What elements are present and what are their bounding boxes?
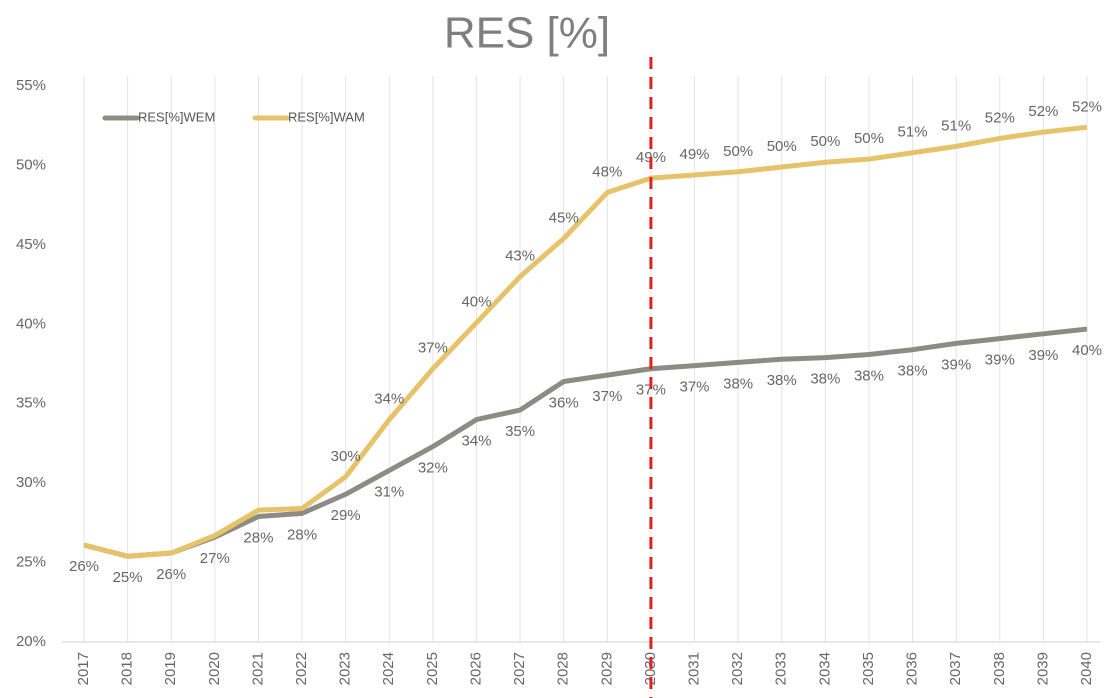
data-label: 34%	[374, 391, 404, 408]
legend-label: RES[%]WAM	[288, 109, 365, 124]
data-label: 36%	[549, 394, 579, 411]
data-label: 32%	[418, 460, 448, 477]
data-label: 29%	[331, 507, 361, 524]
data-label: 50%	[810, 133, 840, 150]
data-label: 50%	[723, 143, 753, 160]
y-tick-label: 45%	[16, 236, 46, 253]
x-tick-label: 2039	[1034, 652, 1051, 685]
series-line	[83, 326, 1088, 559]
data-label: 34%	[461, 433, 491, 450]
data-label: 37%	[636, 382, 666, 399]
data-label: 38%	[810, 371, 840, 388]
x-tick-label: 2024	[380, 652, 397, 685]
x-tick-label: 2033	[773, 652, 790, 685]
data-label: 26%	[156, 566, 186, 583]
data-label: 43%	[505, 248, 535, 265]
x-tick-label: 2038	[991, 652, 1008, 685]
chart-title: RES [%]	[444, 9, 610, 58]
x-tick-label: 2028	[555, 652, 572, 685]
x-tick-label: 2023	[337, 652, 354, 685]
y-tick-label: 40%	[16, 315, 46, 332]
data-label: 30%	[331, 448, 361, 465]
data-label: 48%	[592, 163, 622, 180]
x-tick-label: 2021	[249, 652, 266, 685]
x-tick-label: 2035	[860, 652, 877, 685]
data-label: 38%	[767, 372, 797, 389]
x-tick-label: 2027	[511, 652, 528, 685]
x-tick-label: 2031	[685, 652, 702, 685]
x-tick-label: 2018	[119, 652, 136, 685]
data-label: 31%	[374, 483, 404, 500]
data-label: 52%	[1028, 103, 1058, 120]
data-label: 52%	[1072, 98, 1102, 115]
y-tick-label: 50%	[16, 156, 46, 173]
data-label: 38%	[854, 367, 884, 384]
x-tick-label: 2025	[424, 652, 441, 685]
data-label: 40%	[1072, 342, 1102, 359]
x-tick-label: 2022	[293, 652, 310, 685]
data-label: 38%	[723, 375, 753, 392]
y-tick-label: 35%	[16, 395, 46, 412]
x-tick-label: 2037	[947, 652, 964, 685]
data-label: 28%	[287, 526, 317, 543]
data-label: 37%	[418, 340, 448, 357]
data-label: 39%	[985, 352, 1015, 369]
legend-label: RES[%]WEM	[138, 109, 215, 124]
x-tick-label: 2029	[598, 652, 615, 685]
y-tick-label: 55%	[16, 77, 46, 94]
series-line	[83, 124, 1088, 559]
x-tick-label: 2026	[467, 652, 484, 685]
data-label: 45%	[549, 209, 579, 226]
data-label: 51%	[941, 117, 971, 134]
data-label: 39%	[941, 356, 971, 373]
data-label: 35%	[505, 423, 535, 440]
data-label: 51%	[898, 124, 928, 141]
data-label: 37%	[680, 379, 710, 396]
y-tick-label: 20%	[16, 633, 46, 650]
data-label: 28%	[243, 529, 273, 546]
y-tick-label: 30%	[16, 474, 46, 491]
x-tick-label: 2034	[816, 652, 833, 685]
y-tick-label: 25%	[16, 554, 46, 571]
x-tick-label: 2036	[904, 652, 921, 685]
data-label: 52%	[985, 109, 1015, 126]
data-label: 26%	[69, 558, 99, 575]
data-label: 49%	[680, 146, 710, 163]
data-label: 50%	[767, 138, 797, 155]
x-tick-label: 2020	[206, 652, 223, 685]
data-label: 40%	[461, 294, 491, 311]
data-label: 50%	[854, 130, 884, 147]
x-tick-label: 2019	[162, 652, 179, 685]
data-label: 39%	[1028, 347, 1058, 364]
data-label: 25%	[113, 569, 143, 586]
x-tick-label: 2040	[1078, 652, 1095, 685]
data-label: 37%	[592, 388, 622, 405]
x-tick-label: 2032	[729, 652, 746, 685]
data-label: 38%	[898, 363, 928, 380]
data-label: 27%	[200, 550, 230, 567]
x-tick-label: 2017	[75, 652, 92, 685]
